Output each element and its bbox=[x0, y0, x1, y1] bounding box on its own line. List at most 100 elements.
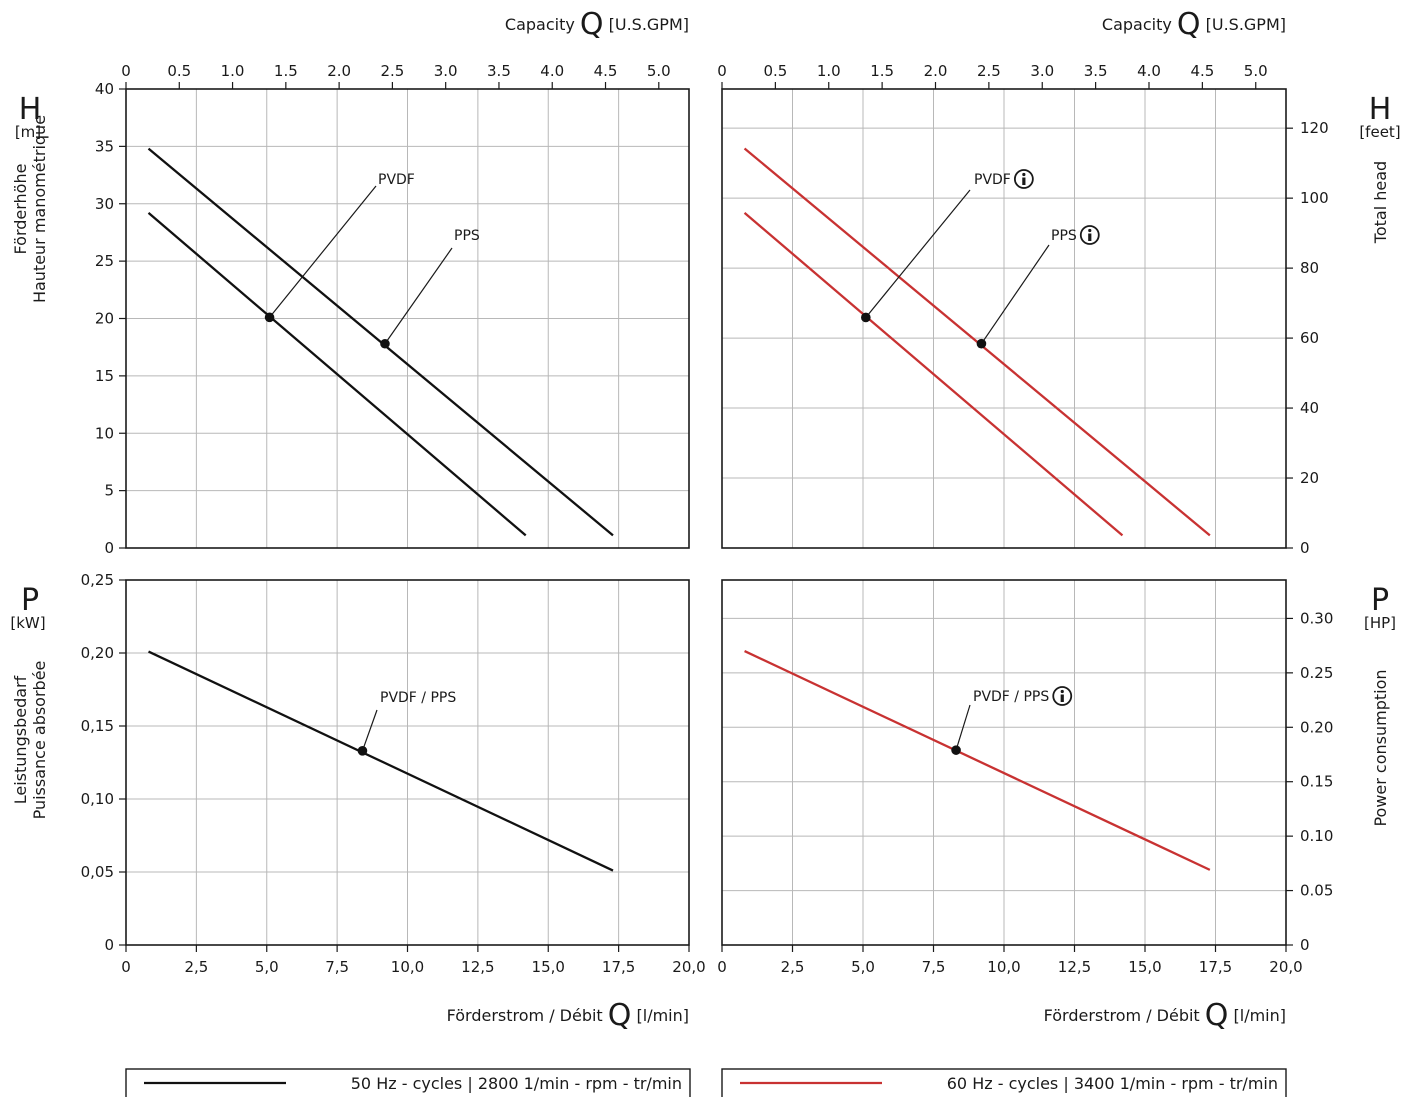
x-tick-label: 5,0 bbox=[255, 958, 279, 976]
y-tick-label: 0 bbox=[104, 539, 114, 557]
legend-item: 50 Hz - cycles | 2800 1/min - rpm - tr/m… bbox=[125, 1068, 691, 1097]
y-tick-label: 0 bbox=[104, 936, 114, 954]
y-tick-label: 120 bbox=[1300, 119, 1329, 137]
y-tick-label: 10 bbox=[95, 424, 114, 442]
x-top-tick-label: 3.0 bbox=[434, 62, 458, 80]
x-tick-label: 12,5 bbox=[461, 958, 494, 976]
x-top-tick-label: 2.0 bbox=[327, 62, 351, 80]
x-axis-name: Förderstrom / Débit bbox=[1044, 1006, 1205, 1025]
annotation-point bbox=[380, 338, 390, 349]
y-tick-label: 0.20 bbox=[1300, 718, 1333, 736]
head-chart-50hz: 0 5 10 15 20 25 30 35 40 0 0.5 1.0 1.5 2.0 2.5 3.0 3.5 4.… bbox=[11, 7, 690, 557]
legend-label: 50 Hz - cycles | 2800 1/min - rpm - tr/m… bbox=[351, 1074, 682, 1093]
x-axis-title: Förderstrom / Débit Q [l/min] bbox=[1044, 998, 1286, 1033]
x-top-axis-unit: [U.S.GPM] bbox=[1201, 15, 1286, 34]
annotation-point bbox=[264, 312, 275, 323]
info-icon bbox=[1013, 169, 1034, 189]
y-tick-label: 0.30 bbox=[1300, 609, 1333, 627]
x-top-tick-label: 0.5 bbox=[763, 62, 787, 80]
y-tick-label: 40 bbox=[95, 80, 114, 98]
y-tick-label: 80 bbox=[1300, 259, 1319, 277]
x-top-tick-label: 3.0 bbox=[1030, 62, 1054, 80]
head-chart-60hz: 0 20 40 60 80 100 120 0 0.5 1.0 1.5 2.0 2.5 3.0 3.5 4.0… bbox=[717, 7, 1400, 557]
x-top-tick-label: 4.5 bbox=[594, 62, 618, 80]
y-tick-label: 20 bbox=[1300, 469, 1319, 487]
x-top-tick-label: 3.5 bbox=[1084, 62, 1108, 80]
x-tick-label: 20,0 bbox=[1269, 958, 1302, 976]
y-tick-label: 0,05 bbox=[81, 863, 114, 881]
y-tick-label: 0.15 bbox=[1300, 773, 1333, 791]
y-tick-label: 20 bbox=[95, 310, 114, 328]
x-axis-title: Förderstrom / Débit Q [l/min] bbox=[447, 998, 689, 1033]
annotation-label: PPS bbox=[1051, 228, 1077, 244]
x-tick-label: 10,0 bbox=[391, 958, 424, 976]
x-top-axis-title: Capacity Q [U.S.GPM] bbox=[505, 7, 689, 42]
x-axis-name: Förderstrom / Débit bbox=[447, 1006, 608, 1025]
x-top-tick-label: 3.5 bbox=[487, 62, 511, 80]
x-top-tick-label: 1.5 bbox=[870, 62, 894, 80]
x-top-axis-unit: [U.S.GPM] bbox=[604, 15, 689, 34]
annotation-leader bbox=[980, 244, 1050, 345]
x-top-tick-label: 4.0 bbox=[1137, 62, 1161, 80]
annotation-label: PVDF bbox=[974, 172, 1011, 188]
y-axis-unit: [HP] bbox=[1364, 614, 1396, 632]
y-axis-label: Total head bbox=[1371, 161, 1390, 244]
x-top-axis-symbol: Q bbox=[580, 7, 604, 42]
y-tick-label: 0.10 bbox=[1300, 827, 1333, 845]
annotation-point bbox=[861, 312, 871, 323]
annotation-leader bbox=[269, 185, 377, 318]
x-tick-label: 2,5 bbox=[781, 958, 805, 976]
x-top-axis-symbol: Q bbox=[1177, 7, 1201, 42]
x-tick-label: 20,0 bbox=[672, 958, 705, 976]
plot-frame bbox=[125, 88, 690, 549]
x-tick-label: 17,5 bbox=[602, 958, 635, 976]
annotation-point bbox=[357, 746, 368, 756]
x-tick-label: 12,5 bbox=[1058, 958, 1091, 976]
y-tick-label: 0 bbox=[1300, 539, 1310, 557]
annotation-leader bbox=[361, 709, 378, 752]
y-axis-label: Puissance absorbée bbox=[30, 661, 49, 820]
annotation-point bbox=[976, 338, 987, 349]
x-tick-label: 5,0 bbox=[851, 958, 875, 976]
annotation-label: PPS bbox=[454, 228, 480, 244]
x-tick-label: 2,5 bbox=[184, 958, 208, 976]
x-top-tick-label: 5.0 bbox=[647, 62, 671, 80]
x-top-tick-label: 2.0 bbox=[924, 62, 948, 80]
y-axis-label: Power consumption bbox=[1371, 669, 1390, 826]
x-top-tick-label: 0 bbox=[121, 62, 131, 80]
x-axis-unit: [l/min] bbox=[1228, 1006, 1286, 1025]
y-tick-label: 40 bbox=[1300, 399, 1319, 417]
y-axis-label: Leistungsbedarf bbox=[11, 675, 30, 804]
y-axis-unit: [m] bbox=[15, 123, 41, 141]
annotation-label: PVDF bbox=[378, 172, 415, 188]
x-top-tick-label: 1.0 bbox=[221, 62, 245, 80]
plot-frame bbox=[721, 88, 1287, 549]
annotation-label: PVDF / PPS bbox=[973, 689, 1049, 705]
series-line bbox=[743, 211, 1124, 537]
y-tick-label: 0,15 bbox=[81, 717, 114, 735]
y-tick-label: 25 bbox=[95, 252, 114, 270]
annotation-point bbox=[951, 745, 961, 755]
series-line bbox=[744, 650, 1211, 871]
x-top-axis-name: Capacity bbox=[1102, 15, 1177, 34]
series-line bbox=[148, 650, 614, 872]
series-line bbox=[147, 212, 527, 537]
y-axis-label: Förderhöhe bbox=[11, 164, 30, 255]
power-chart-50hz: 0 0,05 0,10 0,15 0,20 0,25 0 2,5 5,0 7,5 10,0 12,5 1… bbox=[10, 571, 705, 1033]
y-tick-label: 0,10 bbox=[81, 790, 114, 808]
y-tick-label: 100 bbox=[1300, 189, 1329, 207]
y-tick-label: 15 bbox=[95, 367, 114, 385]
x-tick-label: 15,0 bbox=[1128, 958, 1161, 976]
annotation-leader bbox=[955, 704, 971, 751]
x-top-tick-label: 4.0 bbox=[540, 62, 564, 80]
x-tick-label: 15,0 bbox=[532, 958, 565, 976]
y-tick-label: 0.25 bbox=[1300, 664, 1333, 682]
x-top-tick-label: 4.5 bbox=[1190, 62, 1214, 80]
x-top-tick-label: 2.5 bbox=[977, 62, 1001, 80]
x-top-tick-label: 0 bbox=[717, 62, 727, 80]
y-axis-label: Hauteur manométrique bbox=[30, 115, 49, 303]
y-tick-label: 5 bbox=[104, 482, 114, 500]
y-axis-symbol: P bbox=[21, 583, 39, 618]
y-tick-label: 30 bbox=[95, 195, 114, 213]
